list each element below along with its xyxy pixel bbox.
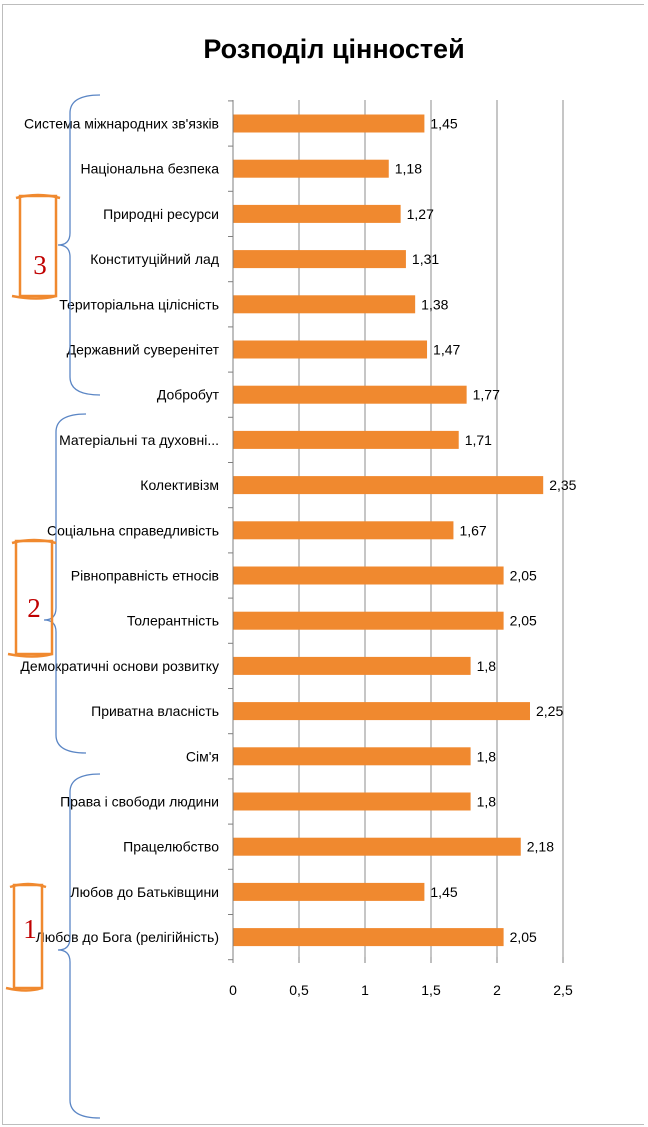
group-box-1-roll-bottom — [5, 986, 43, 992]
category-label: Національна безпека — [80, 161, 219, 177]
category-label: Любов до Батьківщини — [70, 884, 219, 900]
category-label: Права і свободи людини — [60, 794, 219, 810]
category-label: Працелюбство — [123, 839, 219, 855]
chart-frame — [2, 4, 644, 1125]
bar — [233, 747, 471, 766]
category-label: Толерантність — [127, 613, 219, 629]
bar — [233, 702, 530, 721]
value-label: 1,31 — [412, 251, 439, 267]
bar — [233, 340, 428, 359]
value-label: 2,05 — [510, 568, 537, 584]
value-label: 2,25 — [536, 703, 563, 719]
category-label: Система міжнародних зв'язків — [24, 116, 219, 132]
bar — [233, 114, 425, 133]
bar — [233, 476, 544, 495]
group-brace-1 — [57, 773, 101, 1119]
category-label: Демократичні основи розвитку — [20, 658, 219, 674]
value-label: 1,38 — [421, 296, 448, 312]
value-label: 2,05 — [510, 613, 537, 629]
bar — [233, 295, 416, 314]
value-label: 1,45 — [430, 116, 457, 132]
chart-title: Розподіл цінностей — [203, 34, 464, 64]
value-label: 2,18 — [527, 839, 554, 855]
bar — [233, 204, 401, 223]
bar — [233, 882, 425, 901]
x-tick-label: 2,5 — [553, 982, 573, 998]
bar — [233, 792, 471, 811]
x-tick-label: 0 — [229, 982, 237, 998]
group-box-2-roll-bottom — [7, 652, 53, 658]
bar — [233, 566, 504, 585]
group-brace-3 — [57, 94, 101, 396]
bar — [233, 430, 459, 449]
bar — [233, 656, 471, 675]
group-box-1-roll-top — [9, 882, 47, 889]
bar — [233, 611, 504, 630]
value-label: 1,8 — [477, 748, 497, 764]
category-label: Конституційний лад — [90, 251, 219, 267]
value-label: 1,67 — [459, 522, 486, 538]
group-label-3: 3 — [33, 250, 47, 280]
value-label: 1,27 — [407, 206, 434, 222]
category-label: Соціальна справедливість — [47, 522, 219, 538]
value-label: 2,35 — [549, 477, 576, 493]
category-label: Природні ресурси — [103, 206, 219, 222]
value-label: 1,8 — [477, 794, 497, 810]
value-label: 1,71 — [465, 432, 492, 448]
category-label: Добробут — [157, 387, 220, 403]
group-label-1: 1 — [23, 914, 37, 944]
category-label: Приватна власність — [91, 703, 219, 719]
category-label: Сім'я — [186, 748, 219, 764]
category-label: Рівноправність етносів — [71, 568, 219, 584]
x-tick-label: 0,5 — [289, 982, 309, 998]
value-label: 1,8 — [477, 658, 497, 674]
bar — [233, 521, 454, 540]
category-label: Любов до Бога (релігійність) — [36, 929, 219, 945]
bar — [233, 159, 389, 178]
category-label: Державний суверенітет — [67, 342, 220, 358]
group-box-3-roll-top — [15, 193, 61, 200]
bar — [233, 385, 467, 404]
x-tick-label: 1,5 — [421, 982, 441, 998]
group-label-2: 2 — [27, 593, 41, 623]
bar — [233, 250, 406, 269]
value-label: 1,77 — [473, 387, 500, 403]
bar — [233, 837, 521, 856]
x-tick-label: 1 — [361, 982, 369, 998]
group-box-2-roll-top — [11, 538, 57, 545]
group-box-3 — [18, 194, 58, 298]
bar — [233, 928, 504, 947]
group-brace-2 — [43, 413, 87, 754]
group-box-3-roll-bottom — [11, 294, 57, 300]
value-label: 1,45 — [430, 884, 457, 900]
category-label: Територіальна цілісність — [59, 296, 219, 312]
value-label: 2,05 — [510, 929, 537, 945]
value-label: 1,18 — [395, 161, 422, 177]
value-label: 1,47 — [433, 342, 460, 358]
category-label: Матеріальні та духовні... — [59, 432, 219, 448]
x-tick-label: 2 — [493, 982, 501, 998]
category-label: Колективізм — [140, 477, 219, 493]
